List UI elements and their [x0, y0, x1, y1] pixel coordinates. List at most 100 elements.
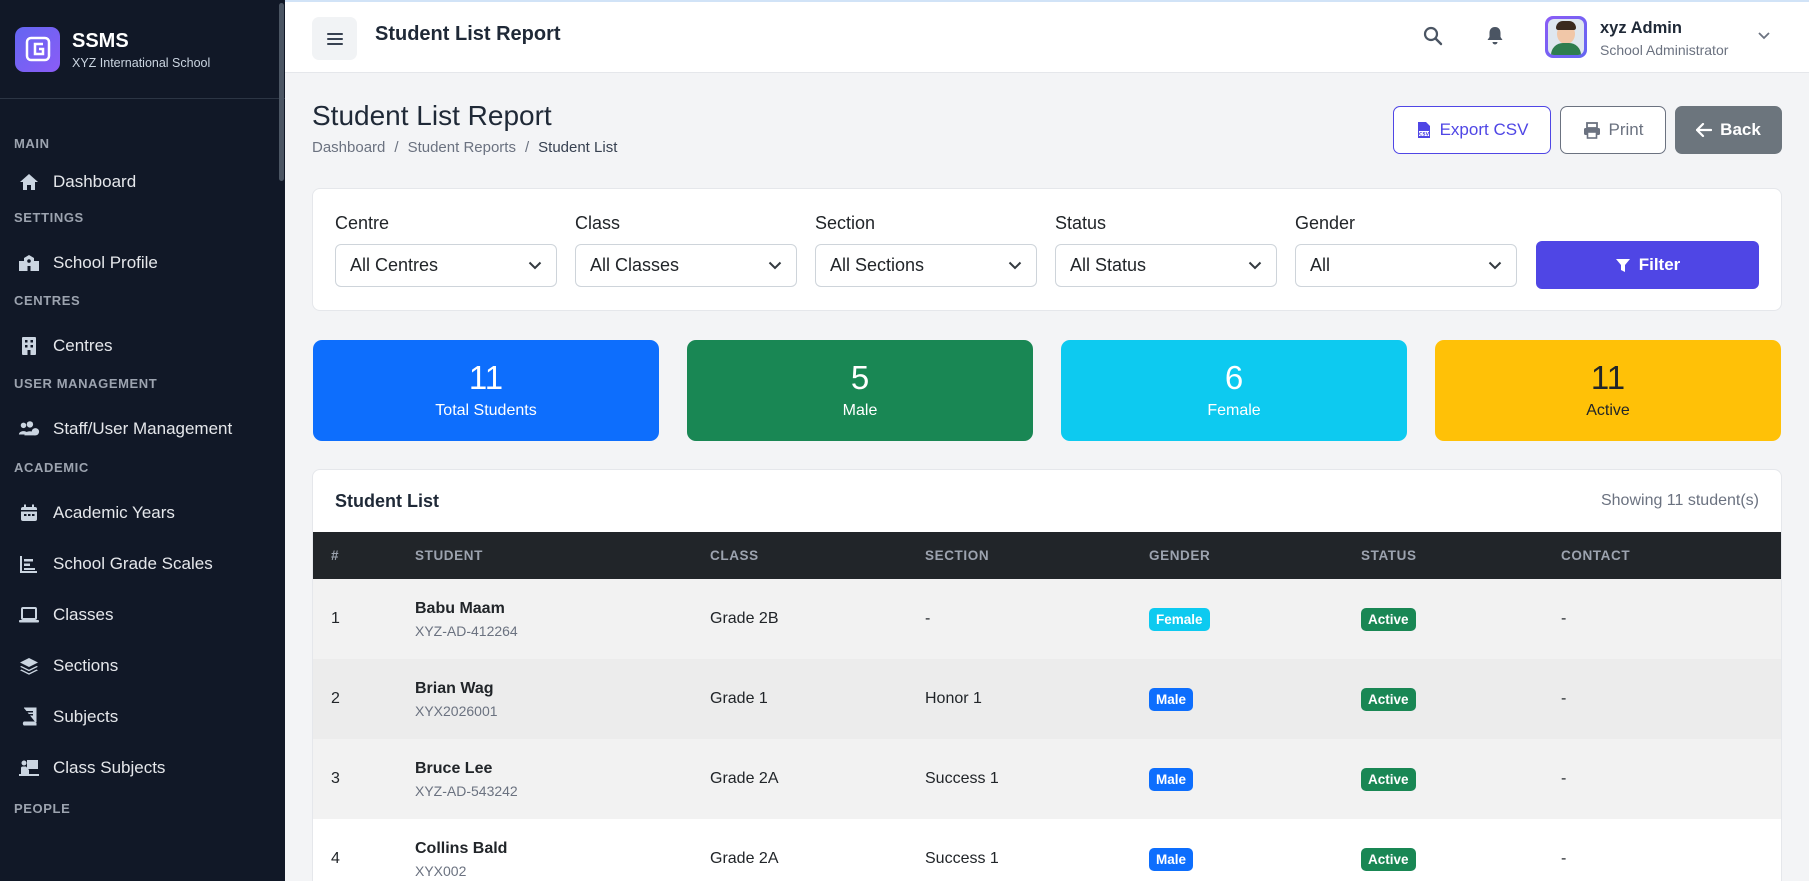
table-row[interactable]: 2 Brian Wag XYX2026001 Grade 1 Honor 1 M…: [313, 659, 1781, 739]
gender-badge: Male: [1149, 767, 1194, 791]
sidebar-item-label: Class Subjects: [53, 757, 166, 777]
section-cell: Success 1: [925, 770, 999, 787]
sidebar-item-staff-user-management[interactable]: Staff/User Management: [0, 406, 285, 451]
section-cell: Success 1: [925, 850, 999, 867]
user-role: School Administrator: [1600, 42, 1729, 58]
arrow-left-icon: [1696, 123, 1720, 137]
sidebar-item-centres[interactable]: Centres: [0, 323, 285, 368]
bell-icon[interactable]: [1486, 26, 1504, 46]
stat-value: 11: [1590, 359, 1626, 396]
gender-badge: Male: [1149, 687, 1194, 711]
section-label-settings: SETTINGS: [14, 209, 84, 225]
back-button[interactable]: Back: [1675, 106, 1782, 154]
student-name[interactable]: Bruce Lee: [415, 759, 493, 777]
status-select[interactable]: All Status: [1055, 244, 1277, 287]
column-header-number[interactable]: #: [331, 548, 340, 563]
sidebar-item-academic-years[interactable]: Academic Years: [0, 490, 285, 535]
row-number: 1: [331, 610, 340, 627]
topbar: Student List Report xyz Admin School Adm…: [285, 0, 1809, 73]
column-header-contact[interactable]: CONTACT: [1561, 548, 1631, 563]
gender-filter: Gender All: [1295, 213, 1517, 287]
brand[interactable]: SSMS XYZ International School: [0, 0, 285, 99]
export-csv-label: Export CSV: [1439, 120, 1529, 139]
section-select-value: All Sections: [830, 255, 925, 275]
book-icon: [18, 706, 40, 728]
search-icon[interactable]: [1423, 26, 1443, 46]
sidebar-item-classes[interactable]: Classes: [0, 592, 285, 637]
status-badge: Active: [1361, 607, 1416, 631]
chevron-down-icon: [1248, 261, 1262, 270]
table-row[interactable]: 3 Bruce Lee XYZ-AD-543242 Grade 2A Succe…: [313, 739, 1781, 819]
user-name[interactable]: xyz Admin: [1600, 19, 1682, 37]
sidebar-item-subjects[interactable]: Subjects: [0, 694, 285, 739]
breadcrumb-student-reports[interactable]: Student Reports: [407, 139, 516, 156]
section-select[interactable]: All Sections: [815, 244, 1037, 287]
status-badge: Active: [1361, 767, 1416, 791]
sidebar-item-class-subjects[interactable]: Class Subjects: [0, 745, 285, 790]
gender-filter-label: Gender: [1295, 213, 1356, 233]
sidebar-item-label: School Profile: [53, 252, 158, 272]
filter-button[interactable]: Filter: [1536, 241, 1759, 289]
chevron-down-icon[interactable]: [1757, 31, 1771, 41]
gender-cell: Female: [1149, 579, 1361, 659]
sidebar-item-label: Subjects: [53, 706, 119, 726]
class-cell: Grade 1: [710, 690, 768, 707]
table-row[interactable]: 4 Collins Bald XYX002 Grade 2A Success 1…: [313, 819, 1781, 881]
gender-select[interactable]: All: [1295, 244, 1517, 287]
sidebar-item-sections[interactable]: Sections: [0, 643, 285, 688]
stat-card-female: 6 Female: [1061, 340, 1407, 441]
topbar-title: Student List Report: [375, 23, 561, 45]
filter-card: Centre All Centres Class All Classes Sec…: [312, 188, 1782, 311]
class-select[interactable]: All Classes: [575, 244, 797, 287]
table-header-row: # STUDENT CLASS SECTION GENDER STATUS CO…: [313, 532, 1781, 579]
contact-cell: -: [1561, 690, 1567, 707]
student-name[interactable]: Brian Wag: [415, 679, 494, 697]
student-id: XYX002: [415, 862, 467, 879]
sidebar-scrollbar[interactable]: [279, 3, 284, 181]
table-row[interactable]: 1 Babu Maam XYZ-AD-412264 Grade 2B - Fem…: [313, 579, 1781, 659]
calendar-icon: [18, 502, 40, 524]
column-header-class[interactable]: CLASS: [710, 548, 759, 563]
column-header-status[interactable]: STATUS: [1361, 548, 1417, 563]
stat-label: Male: [842, 402, 878, 419]
student-name[interactable]: Babu Maam: [415, 599, 505, 617]
sidebar-item-school-profile[interactable]: School Profile: [0, 240, 285, 285]
section-label-academic: ACADEMIC: [14, 459, 89, 475]
stat-value: 5: [850, 359, 870, 396]
student-name[interactable]: Collins Bald: [415, 839, 508, 857]
print-button[interactable]: Print: [1560, 106, 1666, 154]
column-header-section[interactable]: SECTION: [925, 548, 990, 563]
student-cell: Collins Bald XYX002: [415, 819, 710, 881]
breadcrumb-dashboard[interactable]: Dashboard: [312, 139, 386, 156]
export-csv-button[interactable]: CSV Export CSV: [1393, 106, 1551, 154]
sidebar-item-label: Classes: [53, 604, 114, 624]
back-label: Back: [1720, 120, 1761, 139]
status-cell: Active: [1361, 579, 1561, 659]
sidebar-item-dashboard[interactable]: Dashboard: [0, 159, 285, 204]
section-label-centres: CENTRES: [14, 292, 81, 308]
column-header-gender[interactable]: GENDER: [1149, 548, 1211, 563]
page-title: Student List Report: [312, 100, 552, 131]
file-csv-icon: CSV: [1416, 121, 1440, 139]
chevron-down-icon: [528, 261, 542, 270]
student-count: Showing 11 student(s): [1600, 492, 1759, 509]
stat-label: Total Students: [435, 402, 537, 419]
avatar[interactable]: [1545, 16, 1587, 58]
contact-cell: -: [1561, 770, 1567, 787]
contact-cell: -: [1561, 610, 1567, 627]
student-id: XYZ-AD-543242: [415, 782, 518, 799]
contact-cell: -: [1561, 850, 1567, 867]
class-filter-label: Class: [575, 213, 621, 233]
class-cell: Grade 2B: [710, 610, 779, 627]
stat-value: 11: [468, 359, 504, 396]
centre-select[interactable]: All Centres: [335, 244, 557, 287]
menu-toggle-button[interactable]: [312, 17, 357, 60]
print-label: Print: [1608, 120, 1644, 139]
sidebar-item-label: Dashboard: [53, 171, 137, 191]
status-filter: Status All Status: [1055, 213, 1277, 287]
column-header-student[interactable]: STUDENT: [415, 548, 483, 563]
centre-filter: Centre All Centres: [335, 213, 557, 287]
chalkboard-icon: [18, 757, 40, 779]
sidebar-item-school-grade-scales[interactable]: School Grade Scales: [0, 541, 285, 586]
layers-icon: [18, 655, 40, 677]
